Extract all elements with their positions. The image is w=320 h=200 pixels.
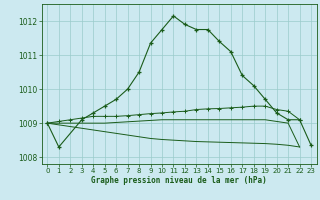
X-axis label: Graphe pression niveau de la mer (hPa): Graphe pression niveau de la mer (hPa)	[91, 176, 267, 185]
